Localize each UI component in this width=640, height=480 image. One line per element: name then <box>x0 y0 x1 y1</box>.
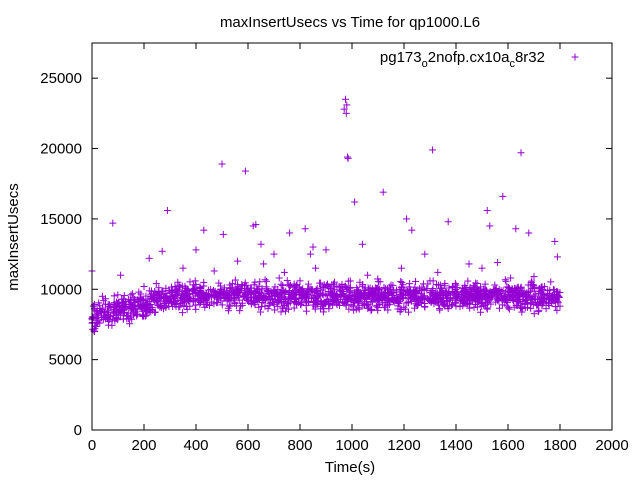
data-point <box>364 271 372 279</box>
legend-marker-icon <box>571 53 579 61</box>
data-point <box>342 95 349 103</box>
data-point <box>444 218 452 226</box>
data-point <box>403 215 411 223</box>
data-point <box>322 246 330 254</box>
data-point <box>192 246 200 254</box>
y-tick-label: 10000 <box>40 281 82 298</box>
data-point <box>530 273 538 281</box>
plot-frame <box>91 42 613 431</box>
data-point <box>140 282 148 290</box>
data-point <box>158 247 166 255</box>
data-point <box>306 250 314 258</box>
x-tick-label: 1800 <box>543 437 576 454</box>
legend-label: pg173o2nofp.cx10ac8r32 <box>380 49 545 70</box>
data-point <box>301 225 309 233</box>
x-tick-label: 400 <box>183 437 208 454</box>
data-point <box>478 264 486 272</box>
x-tick-label: 1200 <box>387 437 420 454</box>
data-point <box>252 221 260 229</box>
y-tick-label: 0 <box>74 422 82 439</box>
data-point <box>179 264 187 272</box>
data-point <box>465 260 473 268</box>
data-point <box>551 237 559 245</box>
x-tick-label: 0 <box>88 437 96 454</box>
data-points <box>88 95 564 335</box>
data-point <box>434 268 442 276</box>
y-axis-label: maxInsertUsecs <box>5 183 22 291</box>
data-point <box>218 160 226 168</box>
data-point <box>309 243 317 251</box>
legend: pg173o2nofp.cx10ac8r32 <box>380 49 579 70</box>
data-point <box>483 206 491 214</box>
data-point <box>312 264 320 272</box>
data-point <box>200 226 208 234</box>
y-tick-label: 15000 <box>40 211 82 228</box>
data-point <box>397 264 405 272</box>
data-point <box>174 278 182 286</box>
data-point <box>210 267 218 275</box>
data-point <box>379 188 387 196</box>
data-point <box>234 257 242 265</box>
data-point <box>344 154 352 162</box>
dense-point-cloud <box>88 275 564 335</box>
data-point <box>512 225 520 233</box>
x-tick-label: 2000 <box>595 437 628 454</box>
data-point <box>109 219 117 227</box>
data-point <box>486 222 494 230</box>
x-tick-label: 1600 <box>491 437 524 454</box>
data-point <box>553 253 561 261</box>
x-tick-label: 1000 <box>335 437 368 454</box>
y-tick-label: 25000 <box>40 70 82 87</box>
data-point <box>358 240 366 248</box>
data-point <box>517 149 525 157</box>
data-point <box>344 153 352 161</box>
data-point <box>494 259 502 267</box>
data-point <box>351 198 359 206</box>
data-point <box>499 192 507 200</box>
data-point <box>257 240 265 248</box>
x-tick-label: 1400 <box>439 437 472 454</box>
data-point <box>340 105 348 113</box>
data-point <box>286 229 294 237</box>
y-tick-label: 20000 <box>40 141 82 158</box>
x-tick-label: 800 <box>287 437 312 454</box>
data-point <box>145 254 153 262</box>
data-point <box>241 167 249 175</box>
axis-ticks: 0 200 400 600 800 1000 1200 1400 1600 1800 2000050… <box>40 43 629 454</box>
x-tick-label: 600 <box>235 437 260 454</box>
data-point <box>163 206 171 214</box>
data-point <box>421 250 429 258</box>
chart-title: maxInsertUsecs vs Time for qp1000.L6 <box>220 14 480 31</box>
data-point <box>507 274 515 282</box>
data-point <box>280 268 288 276</box>
data-point <box>525 229 533 237</box>
data-point <box>260 260 268 268</box>
data-point <box>343 101 351 109</box>
data-point <box>117 271 125 279</box>
data-point <box>342 109 350 117</box>
x-axis-label: Time(s) <box>325 459 375 476</box>
y-tick-label: 5000 <box>49 352 82 369</box>
data-point <box>275 274 283 282</box>
data-point <box>429 146 437 154</box>
data-point <box>408 226 416 234</box>
data-point <box>270 250 278 258</box>
data-point <box>219 230 227 238</box>
data-point <box>296 277 304 285</box>
x-tick-label: 200 <box>131 437 156 454</box>
